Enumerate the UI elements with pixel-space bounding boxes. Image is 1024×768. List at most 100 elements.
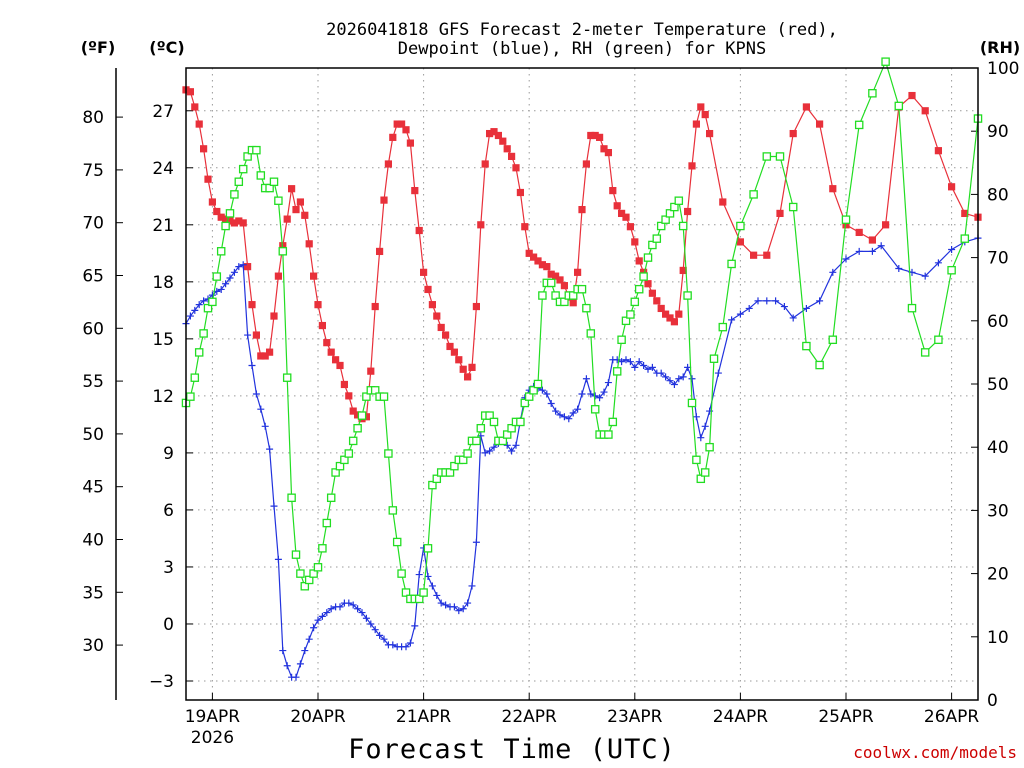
relative-humidity-point bbox=[362, 392, 371, 401]
2-meter-temperature-point bbox=[274, 272, 282, 280]
dewpoint-point bbox=[349, 601, 357, 609]
2-meter-temperature-point bbox=[244, 263, 252, 271]
rh-tick-label: 60 bbox=[987, 312, 1009, 332]
x-tick-label: 19APR bbox=[185, 707, 241, 727]
dewpoint-point bbox=[450, 603, 458, 611]
2-meter-temperature-point bbox=[239, 219, 247, 227]
2-meter-temperature-point bbox=[503, 145, 511, 153]
dewpoint-point bbox=[186, 312, 194, 320]
relative-humidity-point bbox=[678, 221, 688, 231]
dewpoint-point bbox=[362, 614, 370, 622]
relative-humidity-point bbox=[538, 291, 547, 300]
2-meter-temperature-point bbox=[591, 131, 599, 140]
dewpoint-point bbox=[310, 624, 318, 632]
relative-humidity-point bbox=[401, 588, 411, 597]
relative-humidity-point bbox=[960, 234, 970, 243]
2-meter-temperature-point bbox=[802, 103, 810, 111]
2-meter-temperature-point bbox=[657, 304, 665, 313]
2-meter-temperature-point bbox=[569, 299, 577, 307]
relative-humidity-point bbox=[577, 284, 587, 294]
2-meter-temperature-point bbox=[459, 365, 467, 373]
relative-humidity-point bbox=[934, 335, 943, 345]
relative-humidity-point bbox=[252, 145, 261, 155]
dewpoint-point bbox=[252, 390, 260, 398]
2-meter-temperature-point bbox=[684, 207, 692, 216]
dewpoint-point bbox=[754, 297, 762, 305]
dewpoint-point bbox=[816, 297, 824, 305]
dewpoint-point bbox=[296, 660, 304, 668]
2-meter-temperature-point bbox=[367, 367, 375, 375]
dewpoint-point bbox=[578, 390, 586, 398]
fahrenheit-tick-label: 35 bbox=[82, 583, 104, 603]
dewpoint-point bbox=[688, 375, 696, 383]
dewpoint-point bbox=[780, 303, 788, 311]
2-meter-temperature-point bbox=[296, 198, 304, 206]
dewpoint-point bbox=[934, 259, 942, 267]
2-meter-temperature-point bbox=[446, 342, 454, 351]
2-meter-temperature-point bbox=[288, 185, 296, 193]
dewpoint-point bbox=[402, 643, 410, 651]
relative-humidity-point bbox=[639, 272, 648, 281]
dewpoint-point bbox=[538, 386, 546, 394]
2-meter-temperature-point bbox=[829, 185, 837, 193]
2-meter-temperature-point bbox=[376, 247, 384, 256]
2-meter-temperature-point bbox=[530, 253, 538, 261]
dewpoint-point bbox=[318, 612, 326, 620]
dewpoint-point bbox=[481, 449, 489, 457]
dewpoint-point bbox=[552, 407, 560, 415]
credit-link[interactable]: coolwx.com/models bbox=[853, 743, 1017, 762]
dewpoint-point bbox=[626, 358, 634, 366]
dewpoint-point bbox=[468, 582, 476, 590]
2-meter-temperature-point bbox=[750, 251, 758, 259]
dewpoint-point bbox=[587, 390, 595, 398]
dewpoint-point bbox=[772, 297, 780, 305]
2-meter-temperature-point bbox=[499, 137, 507, 145]
dewpoint-point bbox=[464, 599, 472, 607]
dewpoint-point bbox=[736, 310, 744, 318]
relative-humidity-point bbox=[243, 152, 252, 161]
dewpoint-point bbox=[442, 601, 450, 609]
dewpoint-point bbox=[789, 314, 797, 322]
2-meter-temperature-point bbox=[855, 228, 863, 237]
2-meter-temperature-series bbox=[182, 86, 982, 423]
2-meter-temperature-point bbox=[516, 188, 524, 197]
relative-humidity-point bbox=[384, 449, 393, 458]
2-meter-temperature-point bbox=[371, 302, 379, 311]
relative-humidity-point bbox=[920, 348, 930, 357]
2-meter-temperature-point bbox=[411, 186, 419, 195]
2-meter-temperature-point bbox=[490, 128, 498, 136]
relative-humidity-point bbox=[476, 423, 486, 433]
dewpoint-point bbox=[745, 304, 753, 312]
relative-humidity-point bbox=[203, 303, 213, 313]
2-meter-temperature-point bbox=[560, 282, 568, 290]
2-meter-temperature-point bbox=[816, 120, 824, 128]
dewpoint-point bbox=[371, 626, 379, 634]
2-meter-temperature-point bbox=[552, 272, 560, 280]
celsius-tick-label: 27 bbox=[152, 102, 174, 122]
dewpoint-point bbox=[266, 445, 274, 453]
relative-humidity-point bbox=[894, 101, 904, 111]
dewpoint-point bbox=[618, 358, 626, 366]
2-meter-temperature-point bbox=[314, 301, 322, 309]
rh-tick-label: 70 bbox=[987, 249, 1009, 269]
x-tick-label: 24APR bbox=[713, 707, 769, 727]
2-meter-temperature-point bbox=[648, 289, 656, 297]
2-meter-temperature-point bbox=[512, 164, 520, 172]
dewpoint-point bbox=[569, 409, 577, 417]
2-meter-temperature-point bbox=[248, 301, 256, 309]
celsius-tick-label: 21 bbox=[152, 216, 174, 236]
dewpoint-point bbox=[354, 605, 362, 613]
relative-humidity-point bbox=[674, 196, 684, 205]
dewpoint-point bbox=[868, 247, 876, 255]
2-meter-temperature-point bbox=[186, 88, 194, 96]
2-meter-temperature-point bbox=[675, 310, 683, 318]
2-meter-temperature-point bbox=[213, 207, 221, 216]
dewpoint-point bbox=[596, 394, 604, 402]
relative-humidity-point bbox=[225, 209, 235, 218]
celsius-tick-label: 0 bbox=[163, 615, 174, 635]
relative-humidity-point bbox=[392, 537, 402, 547]
relative-humidity-point bbox=[533, 379, 543, 389]
2-meter-temperature-point bbox=[354, 411, 362, 419]
x-tick-label: 22APR bbox=[502, 707, 558, 727]
relative-humidity-point bbox=[265, 183, 274, 193]
